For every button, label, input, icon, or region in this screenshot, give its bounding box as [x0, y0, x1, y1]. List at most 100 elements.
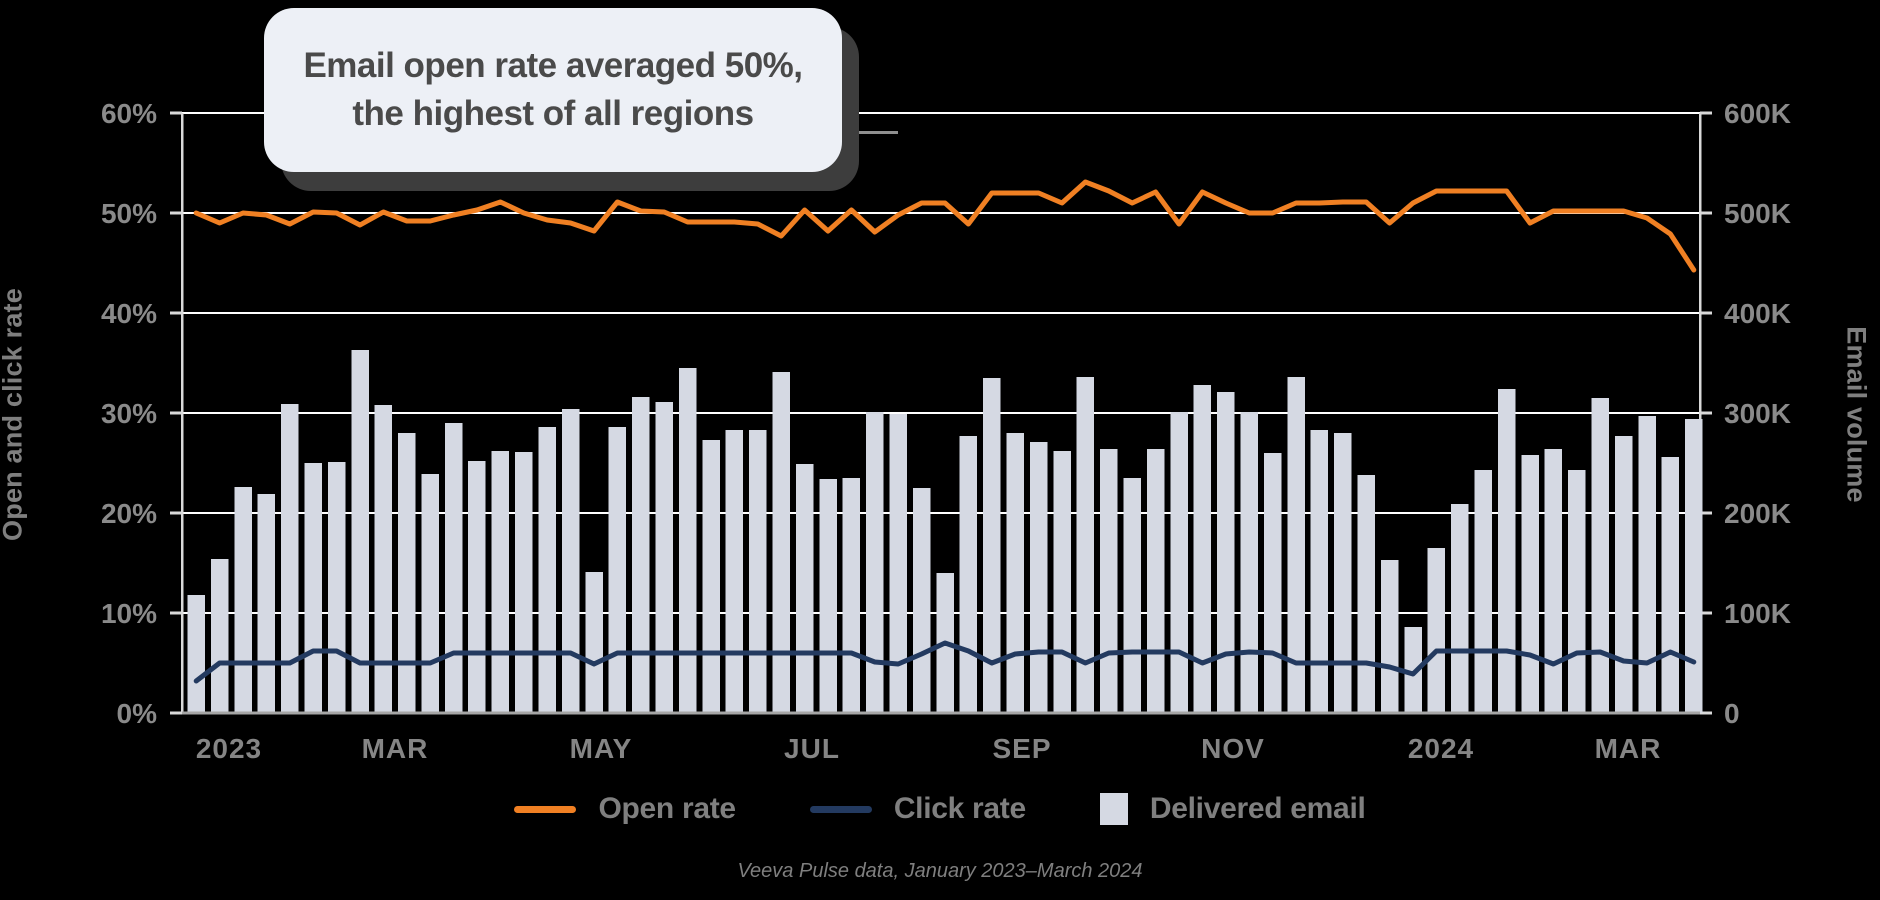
x-axis-month-label: 2023	[196, 733, 262, 764]
bar-delivered-email	[1146, 449, 1165, 713]
right-tick-label: 500K	[1724, 198, 1791, 229]
bar-delivered-email	[1685, 419, 1703, 713]
bar-delivered-email	[351, 350, 369, 713]
bar-delivered-email	[1521, 455, 1539, 713]
bar-delivered-email	[398, 433, 416, 713]
bar-delivered-email	[1029, 442, 1048, 713]
bar-delivered-email	[702, 440, 720, 713]
left-tick-label: 10%	[101, 598, 157, 629]
bar-delivered-email	[1076, 377, 1095, 713]
bar-delivered-email	[1591, 398, 1609, 713]
legend-label: Open rate	[598, 792, 736, 825]
x-axis-month-label: JUL	[784, 733, 840, 764]
bar-delivered-email	[1544, 449, 1563, 713]
right-tick-label: 300K	[1724, 398, 1791, 429]
bar-delivered-email	[374, 405, 393, 713]
right-tick-label: 0	[1724, 698, 1740, 729]
annotation-pointer-line	[838, 131, 898, 134]
click-rate-line-swatch-icon	[809, 805, 872, 813]
click-rate-line	[193, 640, 1697, 684]
bar-delivered-email	[1170, 412, 1188, 713]
x-axis-month-label: MAR	[362, 733, 429, 764]
bar-delivered-email	[515, 452, 533, 713]
bar-delivered-email	[1217, 392, 1235, 713]
bar-delivered-email	[1427, 548, 1446, 713]
bar-delivered-email	[468, 461, 486, 713]
legend-item-click-rate: Click rate	[809, 792, 1026, 826]
bar-delivered-email	[866, 412, 884, 713]
bar-delivered-email	[585, 572, 603, 713]
bar-delivered-email	[257, 494, 276, 713]
bar-delivered-email	[632, 397, 650, 713]
bar-delivered-email	[983, 378, 1001, 713]
x-axis-month-label: 2024	[1408, 733, 1474, 764]
bar-delivered-email	[1614, 436, 1633, 713]
bar-delivered-email	[1451, 504, 1469, 713]
bar-delivered-email	[1053, 451, 1071, 713]
source-caption: Veeva Pulse data, January 2023–March 202…	[737, 860, 1143, 882]
bar-delivered-email	[819, 479, 837, 713]
bar-delivered-email	[1638, 416, 1656, 713]
bar-delivered-email	[327, 462, 346, 713]
left-tick-label: 0%	[117, 698, 158, 729]
bar-delivered-email	[1310, 430, 1329, 713]
bar-delivered-email	[1404, 627, 1422, 713]
bar-delivered-email	[187, 595, 205, 713]
bar-delivered-email	[1123, 478, 1141, 713]
bar-delivered-email	[538, 427, 556, 713]
bar-delivered-email	[1661, 457, 1680, 713]
annotation-line2: the highest of all regions	[352, 94, 754, 133]
bar-delivered-email	[444, 423, 463, 713]
bar-delivered-email	[725, 430, 744, 713]
bar-delivered-email	[1334, 433, 1352, 713]
bar-delivered-email	[304, 463, 322, 713]
bar-delivered-email	[678, 368, 697, 713]
bar-delivered-email	[749, 430, 767, 713]
bar-delivered-email	[912, 488, 931, 713]
bar-delivered-email	[281, 404, 299, 713]
right-tick-label: 400K	[1724, 298, 1791, 329]
bar-delivered-email	[1240, 412, 1258, 713]
bar-delivered-email	[1100, 449, 1118, 713]
left-tick-label: 40%	[101, 298, 157, 329]
bar-delivered-email	[561, 409, 580, 713]
open-rate-line	[193, 179, 1697, 273]
bar-delivered-email	[234, 487, 252, 713]
bar-delivered-email	[608, 427, 627, 713]
x-axis-month-label: NOV	[1201, 733, 1265, 764]
bar-delivered-email	[491, 451, 510, 713]
bar-delivered-email	[959, 436, 978, 713]
legend-item-delivered-email: Delivered email	[1099, 792, 1366, 826]
left-tick-label: 50%	[101, 198, 157, 229]
legend-label: Click rate	[893, 792, 1026, 825]
annotation-line1: Email open rate averaged 50%,	[303, 45, 803, 85]
left-tick-label: 30%	[101, 398, 157, 429]
bar-delivered-email	[795, 464, 814, 713]
bar-delivered-email	[1568, 470, 1586, 713]
x-axis-month-label: MAY	[570, 733, 633, 764]
left-tick-label: 60%	[101, 98, 157, 129]
open-rate-line-swatch-icon	[514, 805, 577, 813]
bar-delivered-email	[1380, 560, 1399, 713]
bar-delivered-email	[772, 372, 790, 713]
bar-delivered-email	[1474, 470, 1492, 713]
bar-delivered-email	[421, 474, 439, 713]
x-axis-month-label: MAR	[1595, 733, 1662, 764]
bar-delivered-email	[1263, 453, 1282, 713]
legend-label: Delivered email	[1149, 792, 1366, 825]
bar-delivered-email	[1497, 389, 1516, 713]
bar-delivered-email	[210, 559, 229, 713]
x-axis-month-label: SEP	[992, 733, 1051, 764]
left-tick-label: 20%	[101, 498, 157, 529]
bar-delivered-email	[889, 414, 907, 713]
bar-delivered-email	[1006, 433, 1024, 713]
bar-delivered-email	[1193, 385, 1212, 713]
bar-delivered-email	[842, 478, 861, 713]
bar-delivered-email	[1357, 475, 1375, 713]
right-tick-label: 100K	[1724, 598, 1791, 629]
annotation-callout: Email open rate averaged 50%, the highes…	[264, 8, 842, 172]
right-tick-label: 200K	[1724, 498, 1791, 529]
right-tick-label: 600K	[1724, 98, 1791, 129]
